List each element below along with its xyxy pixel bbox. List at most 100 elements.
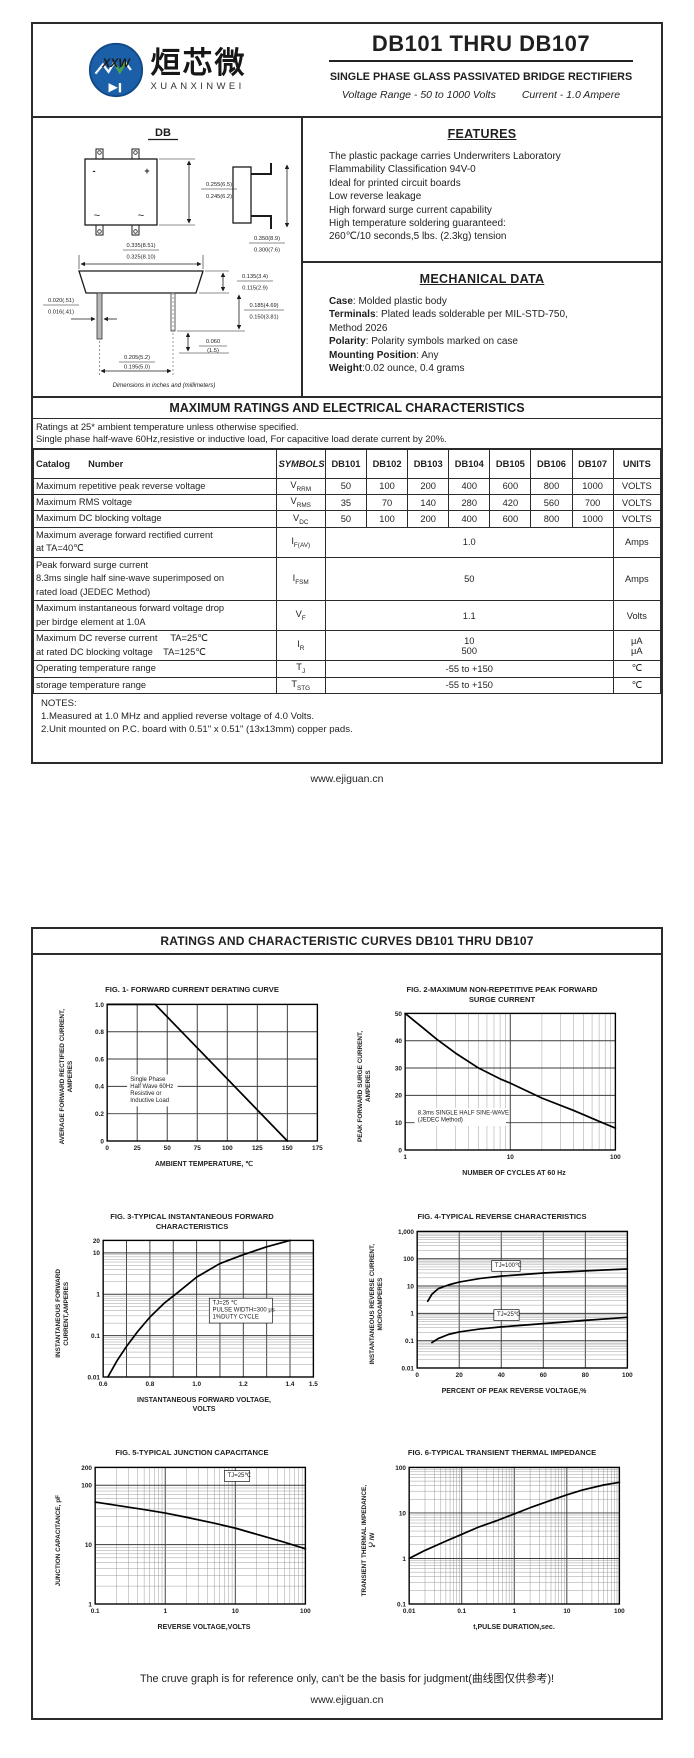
svg-text:100: 100 [395, 1465, 406, 1472]
value-cell: 200 [407, 510, 450, 528]
svg-text:20: 20 [395, 1093, 403, 1100]
fig3: FIG. 3-TYPICAL INSTANTANEOUS FORWARD CHAR… [55, 1212, 329, 1414]
mechanical-item: Polarity: Polarity symbols marked on cas… [329, 336, 518, 348]
svg-text:10: 10 [399, 1510, 407, 1517]
header: XXW 烜芯微 XUANXINWEI DB101 THRU DB107 SING… [33, 24, 661, 118]
svg-text:1: 1 [402, 1556, 406, 1563]
svg-text:0.01: 0.01 [88, 1374, 101, 1381]
svg-text:0.8: 0.8 [145, 1381, 154, 1388]
svg-text:10: 10 [507, 1154, 515, 1161]
dimension-label: 0.020(.51) [48, 298, 74, 304]
value-cell: 1.0 [324, 526, 614, 558]
table-row: Maximum repetitive peak reverse voltage V… [33, 477, 662, 495]
mechanical-item: Terminals: Plated leads solderable per M… [329, 309, 568, 321]
spec-label-cell: Maximum DC reverse current TA=25℃ at rate… [33, 630, 277, 662]
brand-chinese: 烜芯微 [150, 46, 247, 80]
value-cell: 420 [489, 493, 532, 512]
value-cell: 10 500 [324, 630, 614, 662]
spec-label-cell: Peak forward surge current 8.3ms single h… [33, 556, 277, 602]
svg-text:10: 10 [395, 1120, 403, 1127]
column-header: Catalog Number [33, 448, 277, 479]
dimension-label: 0.300(7.6) [254, 248, 280, 254]
notes-title: NOTES: [41, 698, 77, 710]
logo-monogram: XXW [101, 56, 131, 70]
dimension-label: 0.016(.41) [48, 310, 74, 316]
title-block: DB101 THRU DB107 SINGLE PHASE GLASS PASS… [301, 24, 661, 116]
value-cell: 35 [324, 493, 368, 512]
svg-text:TJ=25℃: TJ=25℃ [228, 1473, 252, 1479]
mechanical-item: Method 2026 [329, 322, 388, 334]
svg-text:125: 125 [252, 1145, 263, 1152]
svg-text:100: 100 [81, 1482, 92, 1489]
svg-text:175: 175 [312, 1145, 323, 1152]
symbol-cell: IF(AV) [275, 526, 326, 558]
value-cell: 700 [571, 493, 614, 512]
svg-text:1: 1 [410, 1310, 414, 1317]
fig1: FIG. 1- FORWARD CURRENT DERATING CURVE AV… [47, 985, 337, 1178]
y-axis-label: AVERAGE FORWARD RECTIFIED CURRENT, AMPERE… [59, 1009, 74, 1145]
table-row: Peak forward surge current 8.3ms single h… [33, 556, 662, 602]
voltage-range: Voltage Range - 50 to 1000 Volts [341, 89, 496, 101]
svg-text:0.8: 0.8 [95, 1029, 104, 1036]
logo-mark-icon: XXW [88, 42, 143, 98]
svg-text:0.01: 0.01 [402, 1365, 415, 1372]
x-axis-label: PERCENT OF PEAK REVERSE VOLTAGE,% [441, 1387, 587, 1395]
svg-text:0: 0 [100, 1138, 104, 1145]
column-header: DB106 [530, 448, 573, 479]
column-header: DB105 [489, 448, 532, 479]
svg-text:20: 20 [93, 1238, 101, 1245]
svg-text:0.1: 0.1 [91, 1608, 100, 1615]
column-header: DB107 [571, 448, 614, 479]
fig5: FIG. 5-TYPICAL JUNCTION CAPACITANCE JUNCT… [55, 1448, 329, 1632]
svg-text:8.3ms SINGLE HALF SINE-WAVE: 8.3ms SINGLE HALF SINE-WAVE [418, 1111, 509, 1117]
svg-text:40: 40 [395, 1038, 403, 1045]
unit-cell: Amps [612, 556, 662, 602]
svg-text:1.0: 1.0 [95, 1001, 104, 1008]
column-header: DB103 [407, 448, 450, 479]
svg-text:30: 30 [395, 1065, 403, 1072]
mechanical-section: MECHANICAL DATA Case: Molded plastic bod… [303, 263, 661, 396]
svg-text:75: 75 [194, 1145, 202, 1152]
unit-cell: Amps [612, 526, 662, 558]
spec-label-cell: Maximum DC blocking voltage [33, 510, 277, 528]
current-rating: Current - 1.0 Ampere [521, 89, 621, 101]
svg-text:1.2: 1.2 [239, 1381, 248, 1388]
polarity-ac-mark: ~ [94, 210, 100, 222]
note-item: 1.Measured at 1.0 MHz and applied revers… [41, 711, 315, 722]
svg-text:100: 100 [222, 1145, 233, 1152]
features-section: FEATURES The plastic package carries Und… [303, 118, 661, 263]
svg-text:Half Wave 60Hz: Half Wave 60Hz [130, 1083, 173, 1089]
chart-title: FIG. 4-TYPICAL REVERSE CHARACTERISTICS [417, 1212, 587, 1222]
value-cell: 400 [448, 477, 491, 495]
value-cell: 560 [530, 493, 573, 512]
spec-label-cell: Maximum repetitive peak reverse voltage [33, 477, 277, 495]
polarity-plus-mark: + [144, 166, 149, 176]
svg-text:0.1: 0.1 [457, 1608, 466, 1615]
dimension-label: 0.195(5.0) [124, 365, 150, 371]
dimension-label: 0.150(3.81) [249, 315, 278, 321]
svg-text:1%DUTY CYCLE: 1%DUTY CYCLE [212, 1315, 258, 1321]
dimension-label: 0.060 [206, 339, 220, 345]
package-diagram: DB - + ~ ~ 0.255(6.5) [43, 127, 290, 389]
dimension-label: (1.5) [207, 348, 219, 354]
page2-footer-url: www.ejiguan.cn [310, 1693, 384, 1706]
plot-svg: 0 25 50 75 100 125 150 175 0 0.2 0.4 0.6 0.8 1.0 Singl… [95, 1001, 323, 1152]
svg-text:Resistive or: Resistive or [130, 1091, 161, 1097]
svg-text:0.1: 0.1 [91, 1333, 100, 1340]
symbol-cell: VDC [275, 510, 326, 528]
plot-svg: 0.6 0.8 1.0 1.2 1.4 1.5 0.01 0.1 1 10 20 TJ=25 ℃PUL… [88, 1238, 319, 1388]
curves-banner: RATINGS AND CHARACTERISTIC CURVES DB101 … [33, 929, 661, 956]
y-axis-label: TRANSIENT THERMAL IMPEDANCE, ℃/W [361, 1484, 376, 1596]
spec-label-cell: storage temperature range [33, 676, 277, 695]
dimension-label: 0.205(5.2) [124, 355, 150, 361]
svg-text:0: 0 [415, 1372, 419, 1379]
svg-text:1.0: 1.0 [192, 1381, 201, 1388]
polarity-ac-mark: ~ [138, 210, 144, 222]
reference-note: The cruve graph is for reference only, c… [139, 1672, 555, 1685]
svg-text:1: 1 [512, 1608, 516, 1615]
package-label: DB [155, 127, 171, 139]
table-row: Maximum RMS voltage VRMS 35 70 140 280 420 560 7… [33, 493, 662, 512]
table-header-row: Catalog Number SYMBOLS DB101 DB102 DB103 DB10… [33, 448, 662, 479]
ratings-condition-line: Ratings at 25* ambient temperature unles… [36, 421, 299, 432]
